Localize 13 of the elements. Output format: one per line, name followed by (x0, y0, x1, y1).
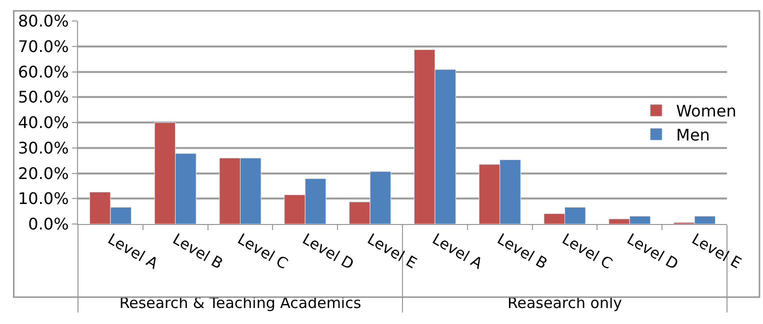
text: Reasearch only (508, 294, 622, 312)
y-tick-label: 40.0% (18, 113, 69, 132)
y-tick-label: 30.0% (18, 138, 69, 158)
y-tick-label: 20.0% (18, 164, 69, 183)
y-tick-label: 0.0% (28, 214, 69, 234)
y-tick-label: 60.0% (18, 62, 69, 82)
y-tick-label: 80.0% (18, 12, 69, 31)
y-tick-label: 50.0% (18, 88, 69, 107)
text: Research & Teaching Academics (119, 294, 362, 312)
y-tick-label: 10.0% (18, 189, 69, 208)
legend-label: Women (676, 102, 736, 121)
legend-label: Men (676, 125, 710, 144)
y-tick-label: 70.0% (18, 36, 69, 56)
